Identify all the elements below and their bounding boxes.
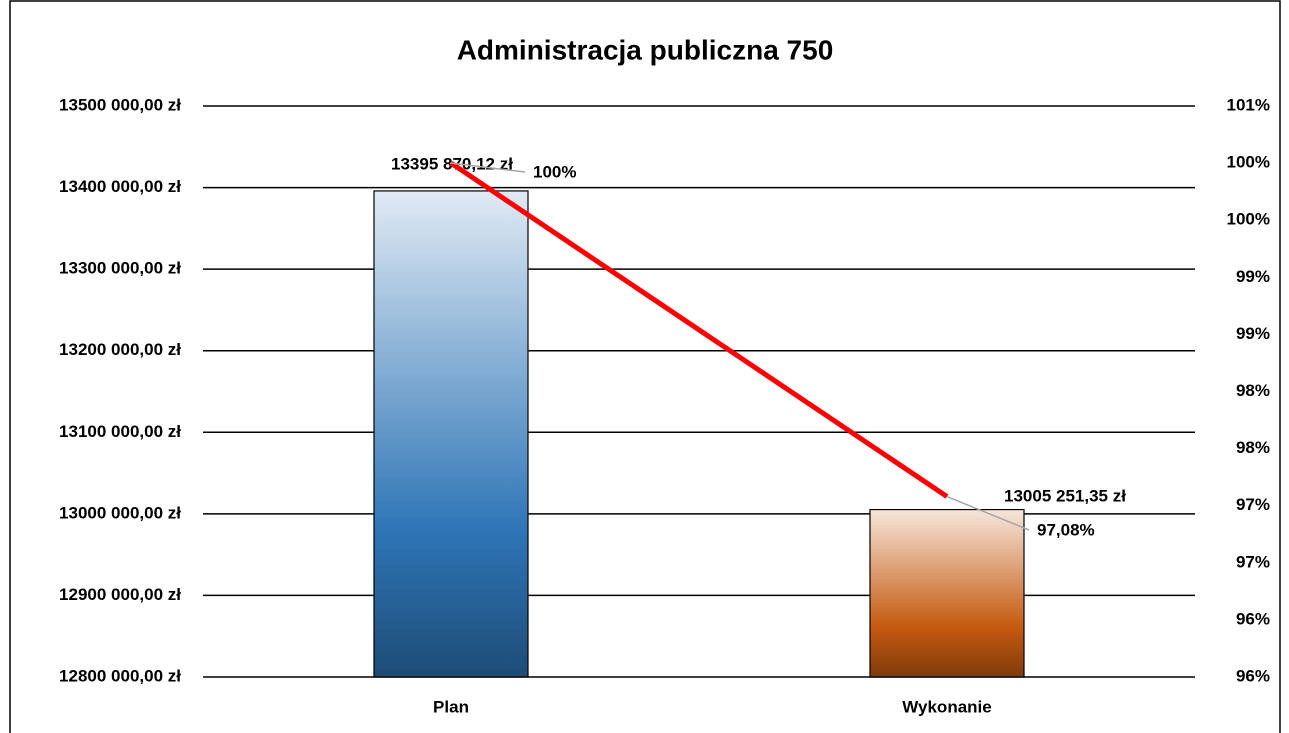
line-value-label: 100% [533,162,576,181]
y2-tick-label: 96% [1236,666,1270,685]
bar [373,190,529,678]
chart-title: Administracja publiczna 750 [457,34,834,65]
chart-frame [9,0,1281,733]
y2-tick-label: 97% [1236,495,1270,514]
y-tick-label: 12900 000,00 zł [59,585,181,604]
y-tick-label: 13300 000,00 zł [59,259,181,278]
bar-value-label: 13005 251,35 zł [1004,486,1126,505]
leader-line [450,162,526,173]
y-tick-label: 13400 000,00 zł [59,177,181,196]
y2-tick-label: 99% [1236,267,1270,286]
y-tick-label: 12800 000,00 zł [59,666,181,685]
bar [869,508,1025,678]
y-tick-label: 13100 000,00 zł [59,422,181,441]
y2-tick-label: 100% [1227,153,1270,172]
y2-tick-label: 99% [1236,324,1270,343]
line [449,161,949,499]
y-tick-label: 13200 000,00 zł [59,340,181,359]
y2-tick-label: 96% [1236,609,1270,628]
y2-tick-label: 98% [1236,381,1270,400]
y2-tick-label: 97% [1236,552,1270,571]
x-tick-label: Plan [433,697,469,716]
leader-line [946,495,1030,531]
y2-tick-label: 100% [1227,210,1270,229]
y2-tick-label: 98% [1236,438,1270,457]
x-tick-label: Wykonanie [902,697,991,716]
y-tick-label: 13000 000,00 zł [59,503,181,522]
y2-tick-label: 101% [1227,95,1270,114]
line-value-label: 97,08% [1037,520,1095,539]
y-tick-label: 13500 000,00 zł [59,95,181,114]
